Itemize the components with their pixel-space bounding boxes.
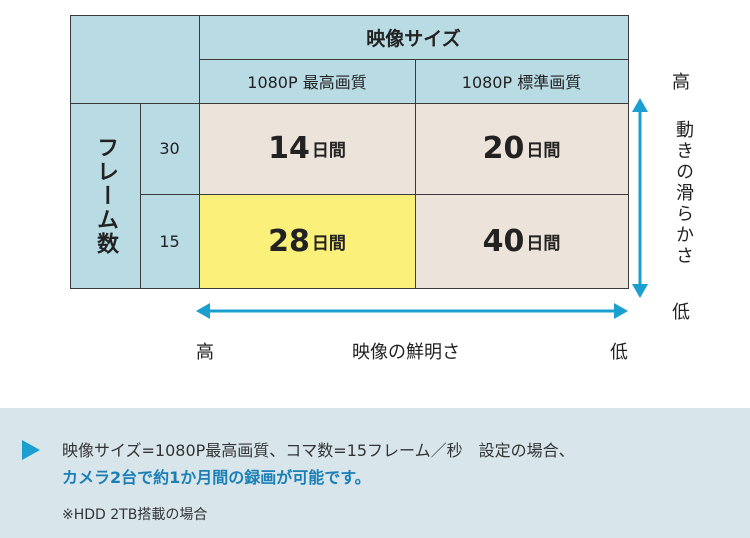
table-line-h1 <box>199 59 628 60</box>
fps-value: 15 <box>159 231 180 251</box>
horizontal-axis-label: 映像の鮮明さ <box>352 342 460 363</box>
header-col-best-quality: 1080P 最高画質 <box>199 59 415 103</box>
fps-value: 30 <box>159 139 180 158</box>
note-line-settings: 映像サイズ=1080P最高画質、コマ数=15フレーム／秒 設定の場合、 <box>62 441 575 460</box>
days-unit: 日間 <box>311 233 346 254</box>
table-line-v1 <box>140 103 141 288</box>
days-cell-15-standard: 40 日間 <box>415 194 628 288</box>
days-cell-30-standard: 20 日間 <box>415 103 628 194</box>
days-number: 14 <box>268 131 310 166</box>
header-video-size-label: 映像サイズ <box>366 27 461 50</box>
header-col-best-quality-label: 1080P 最高画質 <box>247 73 367 92</box>
table-line-v2 <box>199 15 200 288</box>
horizontal-double-arrow-icon <box>196 303 628 319</box>
note-line-highlight: カメラ2台で約1か月間の録画が可能です。 <box>62 468 371 487</box>
days-unit: 日間 <box>311 141 346 161</box>
table-border-left <box>70 15 71 289</box>
vertical-axis-high: 高 <box>672 72 690 93</box>
table-line-h3 <box>140 194 628 195</box>
note-line-footnote: ※HDD 2TB搭載の場合 <box>62 507 208 523</box>
horizontal-axis-low: 低 <box>610 342 628 363</box>
vertical-axis-low: 低 <box>672 302 690 323</box>
horizontal-axis-high: 高 <box>196 342 214 363</box>
header-col-standard-quality-label: 1080P 標準画質 <box>461 73 582 92</box>
header-col-standard-quality: 1080P 標準画質 <box>415 59 628 103</box>
days-number: 40 <box>482 223 525 259</box>
table-line-v3 <box>415 59 416 288</box>
days-number: 28 <box>268 223 310 259</box>
fps-cell-30: 30 <box>140 103 199 194</box>
table-border-top <box>70 15 628 16</box>
fps-cell-15: 15 <box>140 194 199 288</box>
vertical-double-arrow-icon <box>632 98 648 298</box>
table-border-right <box>628 15 629 289</box>
days-unit: 日間 <box>526 233 561 254</box>
row-header-frame-count-label: フレーム数 <box>93 135 118 256</box>
row-header-frame-count: フレーム数 <box>70 103 140 288</box>
table-border-bottom <box>70 288 629 289</box>
table-corner <box>70 15 199 103</box>
days-cell-30-best: 14 日間 <box>199 103 415 194</box>
days-unit: 日間 <box>526 141 561 161</box>
days-number: 20 <box>482 131 525 166</box>
header-video-size: 映像サイズ <box>199 15 628 59</box>
table-line-h2 <box>70 103 628 104</box>
days-cell-15-best-highlighted: 28 日間 <box>199 194 415 288</box>
play-triangle-icon <box>22 440 40 460</box>
note-box: 映像サイズ=1080P最高画質、コマ数=15フレーム／秒 設定の場合、 カメラ2… <box>0 408 750 538</box>
vertical-axis-label: 動きの滑らかさ <box>673 120 694 267</box>
